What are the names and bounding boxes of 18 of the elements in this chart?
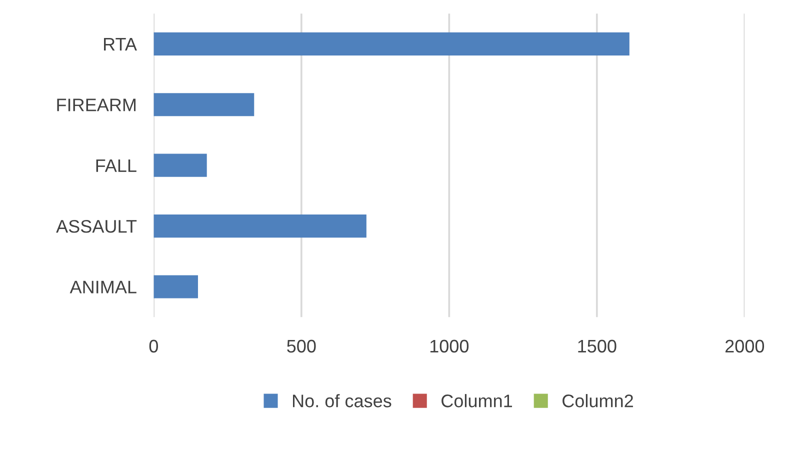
x-tick-label: 1000	[430, 340, 469, 353]
y-tick-label: RTA	[104, 38, 137, 50]
legend-label: Column1	[442, 394, 512, 408]
y-tick-label: FIREARM	[57, 98, 136, 112]
x-tick-label: 500	[287, 340, 316, 353]
legend-label: No. of cases	[293, 394, 392, 408]
bar	[154, 214, 366, 238]
bar	[154, 32, 630, 56]
y-tick-label: ANIMAL	[70, 280, 136, 294]
bar	[154, 93, 254, 116]
bar	[154, 154, 207, 177]
y-tick-label: ASSAULT	[56, 220, 137, 233]
x-tick-label: 0	[149, 340, 158, 353]
x-tick-label: 2000	[725, 340, 764, 353]
x-tick-label: 1500	[578, 340, 616, 353]
bar	[154, 275, 198, 298]
legend-label: Column2	[562, 394, 633, 408]
y-tick-label: FALL	[96, 159, 136, 172]
